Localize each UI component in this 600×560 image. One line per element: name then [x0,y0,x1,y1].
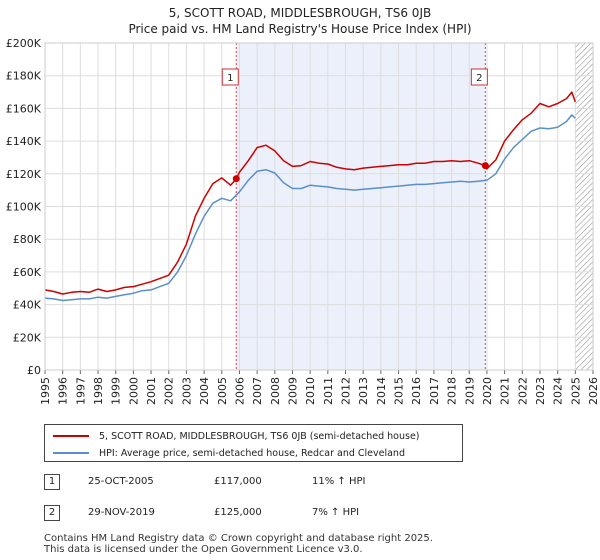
x-tick-label: 2023 [534,377,547,405]
sale-date: 29-NOV-2019 [88,507,155,518]
sale-number-badge: 2 [44,505,60,521]
legend-item-hpi: HPI: Average price, semi-detached house,… [53,445,405,461]
y-tick-label: £140K [6,135,42,148]
sale-marker-number: 1 [227,73,233,84]
legend-swatch-property [53,435,89,437]
sale-hpi-diff: 7% ↑ HPI [312,507,360,518]
legend: 5, SCOTT ROAD, MIDDLESBROUGH, TS6 0JB (s… [44,424,463,462]
sale-marker-number: 2 [476,73,482,84]
sale-price: £117,000 [214,476,262,487]
x-tick-label: 2000 [127,377,140,405]
x-tick-label: 2018 [446,377,459,405]
x-tick-label: 2015 [393,377,406,405]
sale-points [232,162,489,183]
x-tick-label: 2019 [463,377,476,405]
sale-point [232,175,240,183]
series-line [44,114,576,302]
x-tick-label: 2025 [569,377,582,405]
x-tick-label: 2011 [322,377,335,405]
y-tick-label: £0 [27,364,41,377]
y-tick-label: £180K [6,70,42,83]
sale-marker-badge [470,68,488,86]
x-tick-label: 2026 [587,377,600,405]
legend-label-hpi: HPI: Average price, semi-detached house,… [99,447,405,459]
footer-licence: This data is licensed under the Open Gov… [44,544,363,555]
sale-number-badge: 1 [44,474,60,490]
legend-item-property: 5, SCOTT ROAD, MIDDLESBROUGH, TS6 0JB (s… [53,428,420,444]
y-tick-label: £80K [13,233,42,246]
x-tick-label: 2002 [163,377,176,405]
x-tick-label: 2008 [269,377,282,405]
sale-point [481,162,489,170]
x-tick-label: 2001 [145,377,158,405]
x-tick-label: 1995 [39,377,52,405]
chart-subtitle: Price paid vs. HM Land Registry's House … [128,22,472,36]
legend-swatch-hpi [53,452,89,454]
y-tick-label: £120K [6,168,42,181]
x-tick-label: 2017 [428,377,441,405]
x-tick-label: 2004 [198,377,211,405]
sale-markers [235,43,486,370]
x-tick-label: 2022 [516,377,529,405]
x-tick-label: 1998 [92,377,105,405]
y-tick-label: £20K [13,331,42,344]
x-tick-label: 2024 [552,377,565,405]
x-tick-label: 2003 [180,377,193,405]
series-line [44,91,577,295]
x-tick-label: 2010 [304,377,317,405]
x-tick-label: 2012 [340,377,353,405]
y-tick-label: £200K [6,37,42,50]
y-axis-ticks: £0 £20K £40K £60K £80K £100K £120K £140K £160K £1… [6,37,42,377]
x-axis-ticks: 1995 1996 1997 1998 1999 2000 2001 2002 2003 2004… [39,377,600,405]
series-lines [44,91,577,302]
x-tick-label: 2007 [251,377,264,405]
x-tick-label: 2016 [410,377,423,405]
x-tick-label: 2020 [481,377,494,405]
x-tick-label: 2006 [233,377,246,405]
x-tick-label: 1999 [110,377,123,405]
x-tick-label: 1996 [57,377,70,405]
y-tick-label: £40K [13,299,42,312]
x-tick-label: 1997 [74,377,87,405]
y-tick-label: £100K [6,201,42,214]
y-tick-label: £60K [13,266,42,279]
sale-marker-badge [221,68,239,86]
footer-copyright: Contains HM Land Registry data © Crown c… [44,533,433,544]
x-tick-label: 2021 [499,377,512,405]
x-tick-label: 2013 [357,377,370,405]
chart-title: 5, SCOTT ROAD, MIDDLESBROUGH, TS6 0JB [168,6,432,20]
sale-date: 25-OCT-2005 [88,476,154,487]
plot-border [44,42,594,371]
sale-hpi-diff: 11% ↑ HPI [312,476,366,487]
x-tick-label: 2009 [286,377,299,405]
legend-label-property: 5, SCOTT ROAD, MIDDLESBROUGH, TS6 0JB (s… [99,430,420,442]
x-tick-label: 2005 [216,377,229,405]
x-tick-label: 2014 [375,377,388,405]
y-tick-label: £160K [6,102,42,115]
sale-price: £125,000 [214,507,262,518]
